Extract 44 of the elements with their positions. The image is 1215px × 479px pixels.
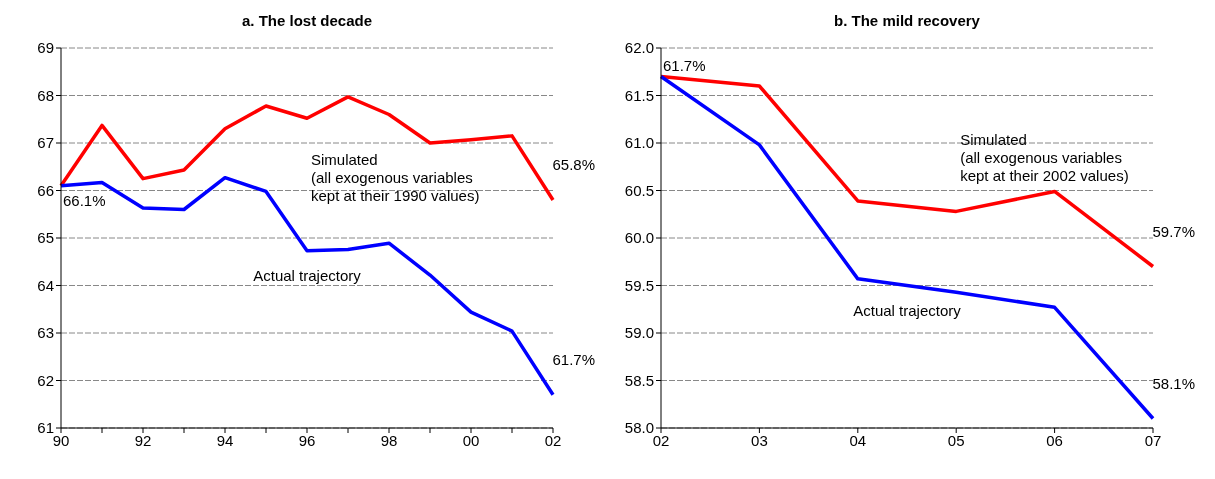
y-tick-label: 68 <box>37 86 54 104</box>
y-tick-label: 69 <box>37 39 54 57</box>
annotation: 61.7% <box>552 350 595 368</box>
x-tick-label: 06 <box>1046 431 1063 449</box>
y-tick-label: 61.0 <box>624 134 654 152</box>
y-tick-label: 58.0 <box>624 419 654 437</box>
line-series <box>659 74 1155 421</box>
x-tick-label: 98 <box>380 431 398 449</box>
annotation: 58.1% <box>1152 374 1195 392</box>
annotation: 65.8% <box>552 156 595 173</box>
series-label: Actual trajectory <box>853 301 962 319</box>
annotation: 66.1% <box>63 191 106 209</box>
x-tick-label: 03 <box>751 431 768 449</box>
y-tick-label: 60.5 <box>624 181 654 199</box>
y-tick-label: 67 <box>37 134 54 152</box>
y-tick-label: 63 <box>37 324 54 342</box>
y-tick-label: 61.5 <box>624 86 654 104</box>
y-tick-label: 66 <box>37 181 54 199</box>
annotation: 61.7% <box>663 56 706 74</box>
series-label: Actual trajectory <box>253 266 362 284</box>
x-tick-label: 96 <box>298 431 316 449</box>
x-tick-label: 90 <box>52 431 70 449</box>
y-tick-label: 61 <box>37 419 54 437</box>
y-tick-label: 58.5 <box>624 371 654 389</box>
y-tick-label: 62 <box>37 371 54 389</box>
y-tick-label: 59.5 <box>624 276 654 294</box>
x-tick-label: 05 <box>947 431 965 449</box>
x-tick-label: 02 <box>544 431 562 449</box>
chart-title: b. The mild recovery <box>834 12 981 29</box>
y-tick-label: 62.0 <box>624 39 654 57</box>
y-tick-label: 59.0 <box>624 324 654 342</box>
x-tick-label: 02 <box>652 431 670 449</box>
chart-title: a. The lost decade <box>241 12 373 29</box>
x-tick-label: 94 <box>216 431 234 449</box>
y-tick-label: 65 <box>37 229 54 247</box>
annotation: 59.7% <box>1152 222 1195 240</box>
x-tick-label: 92 <box>134 431 152 449</box>
x-tick-label: 07 <box>1144 431 1162 449</box>
series-label: Simulated (all exogenous variables kept at their 2002 values) <box>960 131 1129 185</box>
x-tick-label: 04 <box>849 431 867 449</box>
y-tick-label: 64 <box>37 276 54 294</box>
series-label: Simulated (all exogenous variables kept at their 1990 values) <box>311 151 480 204</box>
y-tick-label: 60.0 <box>624 229 654 247</box>
x-tick-label: 00 <box>462 431 480 449</box>
